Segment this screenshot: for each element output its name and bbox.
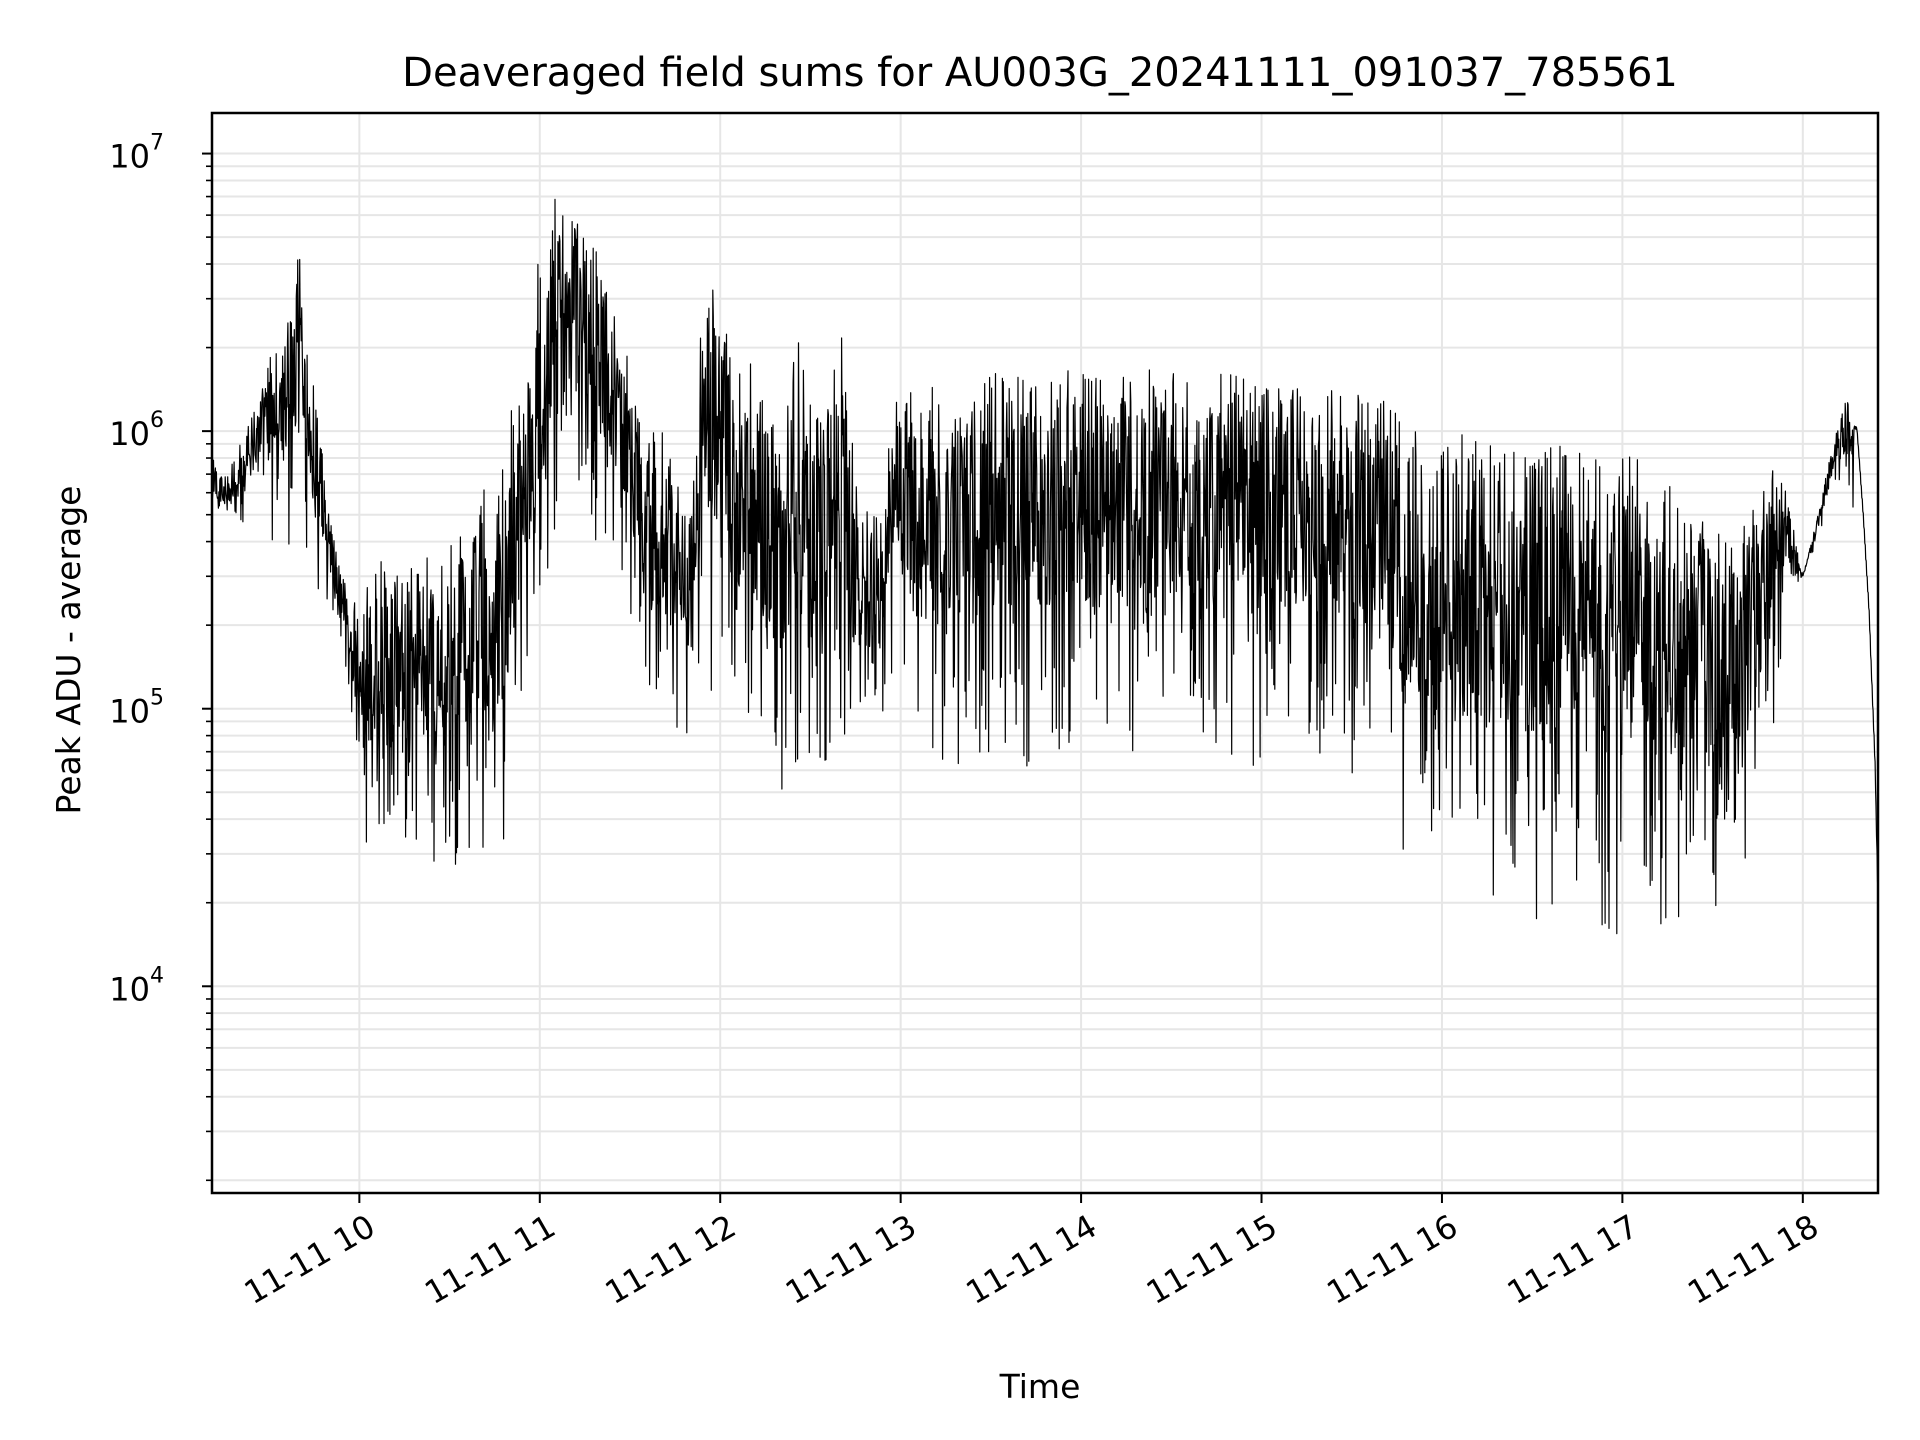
series-group	[211, 198, 1879, 935]
y-tick-label: 104	[109, 963, 164, 1008]
y-tick-exponent: 4	[150, 963, 164, 988]
chart-title: Deaveraged field sums for AU003G_2024111…	[402, 50, 1678, 96]
y-tick-label: 106	[109, 408, 164, 453]
plot-frame	[210, 111, 1880, 1195]
y-tick-exponent: 5	[150, 686, 164, 711]
grid-major	[212, 113, 1878, 1193]
y-tick-exponent: 7	[150, 131, 164, 156]
series-line	[211, 198, 1879, 935]
y-tick-exponent: 6	[150, 408, 164, 433]
x-axis-label: Time	[999, 1367, 1081, 1406]
y-axis-label: Peak ADU - average	[49, 486, 88, 815]
